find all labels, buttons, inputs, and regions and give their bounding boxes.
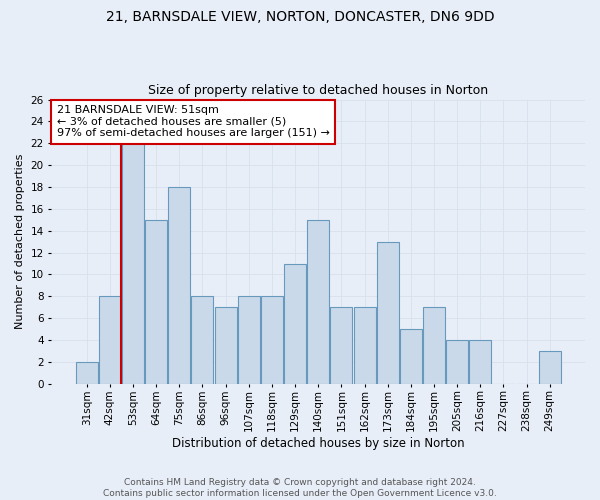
Bar	[145, 220, 167, 384]
Bar	[284, 264, 306, 384]
Bar	[215, 307, 236, 384]
Text: 21 BARNSDALE VIEW: 51sqm
← 3% of detached houses are smaller (5)
97% of semi-det: 21 BARNSDALE VIEW: 51sqm ← 3% of detache…	[57, 105, 329, 138]
Bar	[446, 340, 468, 384]
Text: Contains HM Land Registry data © Crown copyright and database right 2024.
Contai: Contains HM Land Registry data © Crown c…	[103, 478, 497, 498]
Y-axis label: Number of detached properties: Number of detached properties	[15, 154, 25, 330]
Bar	[377, 242, 398, 384]
Bar	[539, 351, 561, 384]
Bar	[469, 340, 491, 384]
Bar	[353, 307, 376, 384]
Text: 21, BARNSDALE VIEW, NORTON, DONCASTER, DN6 9DD: 21, BARNSDALE VIEW, NORTON, DONCASTER, D…	[106, 10, 494, 24]
Bar	[238, 296, 260, 384]
X-axis label: Distribution of detached houses by size in Norton: Distribution of detached houses by size …	[172, 437, 464, 450]
Bar	[261, 296, 283, 384]
Bar	[400, 329, 422, 384]
Bar	[99, 296, 121, 384]
Title: Size of property relative to detached houses in Norton: Size of property relative to detached ho…	[148, 84, 488, 97]
Bar	[76, 362, 98, 384]
Bar	[331, 307, 352, 384]
Bar	[191, 296, 214, 384]
Bar	[307, 220, 329, 384]
Bar	[423, 307, 445, 384]
Bar	[169, 187, 190, 384]
Bar	[122, 144, 144, 384]
